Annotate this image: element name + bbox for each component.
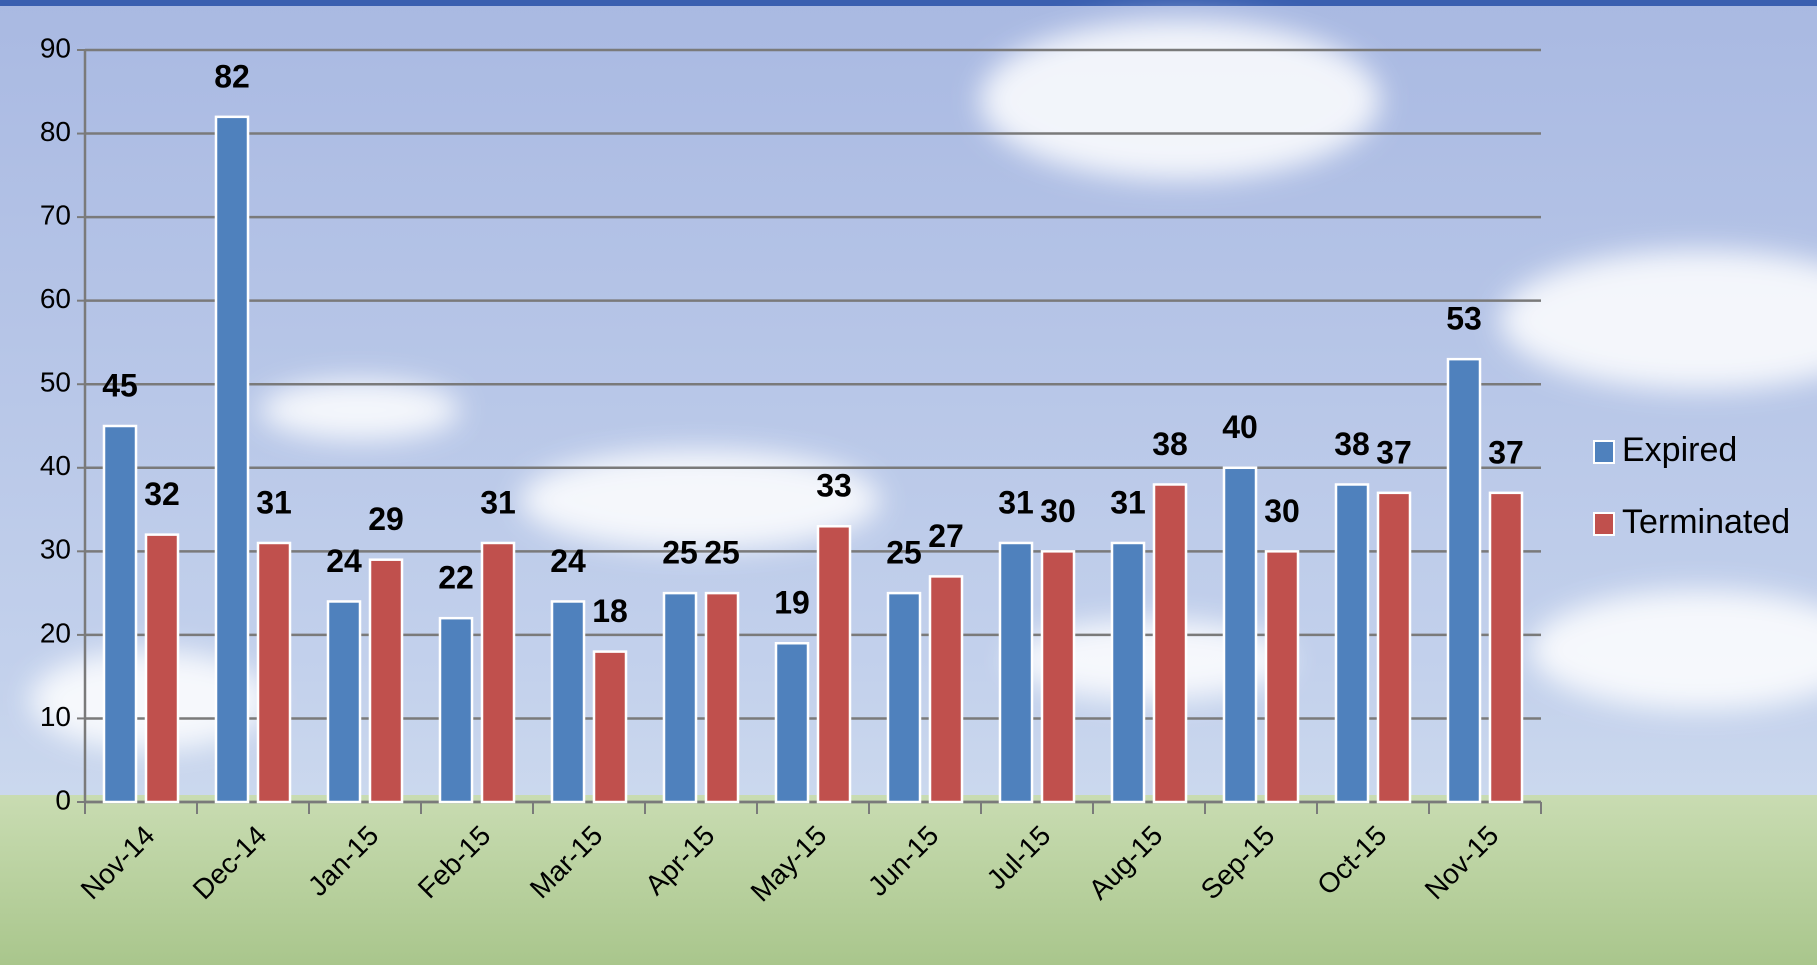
value-label: 24 [550, 543, 586, 579]
value-label: 24 [326, 543, 362, 579]
bar [1448, 359, 1480, 802]
bar [930, 576, 962, 802]
y-tick-label: 60 [40, 283, 71, 314]
value-label: 38 [1334, 426, 1370, 462]
bar [216, 117, 248, 802]
y-tick-label: 70 [40, 200, 71, 231]
y-tick-label: 30 [40, 534, 71, 565]
value-label: 37 [1376, 434, 1412, 470]
value-label: 25 [704, 535, 740, 571]
value-label: 45 [102, 367, 138, 403]
value-label: 82 [214, 58, 250, 94]
bar [146, 535, 178, 802]
bar [1042, 551, 1074, 802]
bar [776, 643, 808, 802]
value-label: 19 [774, 585, 810, 621]
value-label: 31 [480, 484, 516, 520]
bar [482, 543, 514, 802]
bar [370, 560, 402, 802]
bar [1336, 484, 1368, 802]
y-tick-label: 90 [40, 32, 71, 63]
value-label: 29 [368, 501, 404, 537]
bar [1112, 543, 1144, 802]
bar [104, 426, 136, 802]
bar [1378, 493, 1410, 802]
value-label: 25 [662, 535, 698, 571]
bar [440, 618, 472, 802]
value-label: 30 [1264, 493, 1300, 529]
value-label: 18 [592, 593, 628, 629]
value-label: 27 [928, 518, 964, 554]
value-label: 22 [438, 560, 474, 596]
y-tick-label: 40 [40, 450, 71, 481]
bar [1154, 484, 1186, 802]
value-label: 53 [1446, 301, 1482, 337]
bar [258, 543, 290, 802]
y-tick-label: 0 [55, 784, 71, 815]
value-label: 37 [1488, 434, 1524, 470]
legend-label: Terminated [1622, 503, 1790, 541]
bar [1266, 551, 1298, 802]
value-label: 38 [1152, 426, 1188, 462]
y-tick-label: 50 [40, 367, 71, 398]
bar [888, 593, 920, 802]
legend-swatch [1594, 441, 1614, 463]
value-label: 31 [256, 484, 292, 520]
bar [1000, 543, 1032, 802]
bar [706, 593, 738, 802]
bar [818, 526, 850, 802]
value-label: 30 [1040, 493, 1076, 529]
bar [552, 601, 584, 802]
grass-background [0, 795, 1817, 965]
bar [1490, 493, 1522, 802]
page: 0102030405060708090Nov-144532Dec-148231J… [0, 0, 1817, 965]
bar [594, 652, 626, 802]
value-label: 33 [816, 468, 852, 504]
bar [1224, 468, 1256, 802]
value-label: 31 [1110, 484, 1146, 520]
value-label: 40 [1222, 409, 1258, 445]
bar [664, 593, 696, 802]
value-label: 32 [144, 476, 180, 512]
y-tick-label: 20 [40, 617, 71, 648]
y-tick-label: 80 [40, 116, 71, 147]
y-tick-label: 10 [40, 701, 71, 732]
top-border [0, 0, 1817, 6]
bar [328, 601, 360, 802]
value-label: 25 [886, 535, 922, 571]
value-label: 31 [998, 484, 1034, 520]
legend-label: Expired [1622, 431, 1737, 469]
chart: 0102030405060708090Nov-144532Dec-148231J… [0, 0, 1817, 965]
legend-swatch [1594, 513, 1614, 535]
